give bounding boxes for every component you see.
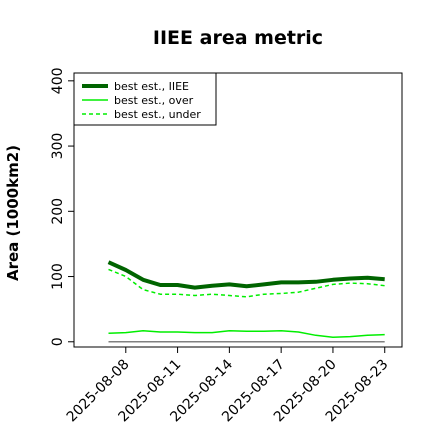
legend-label: best est., IIEE: [114, 80, 189, 93]
y-tick-label: 0: [50, 337, 66, 346]
series-line-2: [108, 268, 385, 298]
legend-label: best est., over: [114, 94, 194, 107]
series-line-1: [108, 329, 385, 338]
series-line-0: [107, 260, 385, 290]
y-axis: 0 100 200 300 400: [50, 67, 75, 346]
y-axis-label: Area (1000km2): [4, 145, 22, 281]
y-tick-label: 100: [50, 263, 66, 290]
legend-box: [73, 72, 217, 126]
y-tick-label: 300: [50, 133, 66, 160]
y-tick-label: 400: [50, 67, 66, 94]
chart-title: IIEE area metric: [153, 27, 323, 49]
series-group: [107, 260, 385, 343]
x-axis: 2025-08-082025-08-112025-08-142025-08-17…: [64, 346, 392, 425]
y-tick-label: 200: [50, 198, 66, 225]
legend-label: best est., under: [114, 108, 201, 121]
